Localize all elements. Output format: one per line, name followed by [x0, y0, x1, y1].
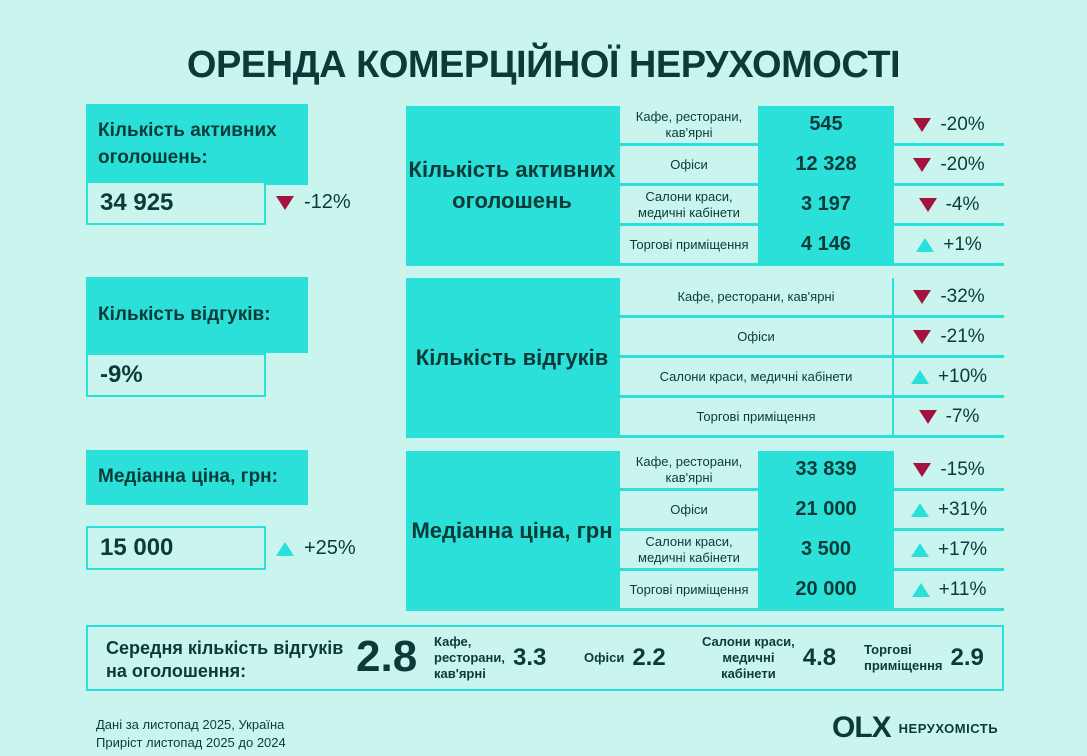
page-title: ОРЕНДА КОМЕРЦІЙНОЇ НЕРУХОМОСТІ: [186, 44, 901, 86]
arrow-down-icon: [913, 157, 932, 172]
table-row: Кафе, ресторани, кав'ярні 545 -20%: [618, 106, 1004, 145]
row-category: Кафе, ресторани, кав'ярні: [620, 278, 892, 315]
row-category: Торгові приміщення: [620, 398, 892, 435]
average-item-retail: Торгові приміщення 2.9: [864, 641, 984, 673]
table-row: Кафе, ресторани, кав'ярні -32%: [618, 278, 1004, 317]
responses-table: Кількість відгуків Кафе, ресторани, кав'…: [406, 278, 1004, 438]
listings-table: Кількість активних оголошень Кафе, ресто…: [406, 106, 1004, 266]
row-value: 545: [760, 106, 892, 143]
row-value: 3 197: [760, 186, 892, 223]
arrow-down-icon: [918, 409, 937, 424]
summary-responses-value: -9%: [86, 353, 266, 397]
row-change: -32%: [894, 278, 1004, 315]
responses-table-title: Кількість відгуків: [415, 344, 609, 370]
arrow-up-icon: [910, 369, 929, 384]
row-change: -20%: [894, 106, 1004, 143]
table-row: Торгові приміщення 20 000 +11%: [618, 571, 1004, 610]
logo-text: НЕРУХОМІСТЬ: [898, 720, 999, 736]
arrow-down-icon: [913, 117, 932, 132]
arrow-up-icon: [911, 582, 930, 597]
row-value: 3 500: [760, 531, 892, 568]
row-value: 33 839: [760, 451, 892, 488]
row-category: Офіси: [620, 318, 892, 355]
average-item-offices: Офіси 2.2: [584, 644, 666, 671]
summary-responses-label: Кількість відгуків:: [86, 277, 308, 353]
table-row: Торгові приміщення -7%: [618, 398, 1004, 437]
row-value: 12 328: [760, 146, 892, 183]
table-row: Офіси -21%: [618, 318, 1004, 357]
price-table: Медіанна ціна, грн Кафе, ресторани, кав'…: [406, 451, 1004, 611]
row-category: Салони краси, медичні кабінети: [620, 358, 892, 395]
row-category: Офіси: [620, 491, 758, 528]
table-row: Салони краси, медичні кабінети +10%: [618, 358, 1004, 397]
summary-price-label: Медіанна ціна, грн:: [86, 450, 308, 505]
row-category: Офіси: [620, 146, 758, 183]
average-value: 2.8: [356, 632, 418, 681]
row-change: +10%: [894, 358, 1004, 395]
average-label: Середня кількість відгуків на оголошення…: [106, 638, 344, 682]
listings-table-title: Кількість активних оголошень: [408, 157, 616, 213]
arrow-up-icon: [910, 502, 929, 517]
arrow-down-icon: [913, 329, 932, 344]
arrow-up-icon: [916, 237, 935, 252]
row-change: +17%: [894, 531, 1004, 568]
row-category: Кафе, ресторани, кав'ярні: [620, 451, 758, 488]
row-value: 20 000: [760, 571, 892, 608]
arrow-down-icon: [276, 195, 294, 210]
row-value: 21 000: [760, 491, 892, 528]
summary-listings-value: 34 925: [86, 181, 266, 225]
summary-price-change: +25%: [276, 537, 356, 560]
arrow-down-icon: [918, 197, 937, 212]
table-row: Офіси 21 000 +31%: [618, 491, 1004, 530]
table-row: Салони краси, медичні кабінети 3 197 -4%: [618, 186, 1004, 225]
average-item-salons: Салони краси, медичні кабінети 4.8: [702, 633, 837, 682]
arrow-down-icon: [913, 289, 932, 304]
row-category: Торгові приміщення: [620, 226, 758, 263]
table-row: Кафе, ресторани, кав'ярні 33 839 -15%: [618, 451, 1004, 490]
olx-logo-icon: OLX: [832, 711, 892, 744]
row-change: -4%: [894, 186, 1004, 223]
footer-note: Дані за листопад 2025, Україна Приріст л…: [96, 717, 286, 750]
table-row: Салони краси, медичні кабінети 3 500 +17…: [618, 531, 1004, 570]
row-category: Салони краси, медичні кабінети: [620, 531, 758, 568]
row-change: +1%: [894, 226, 1004, 263]
arrow-down-icon: [913, 462, 932, 477]
row-category: Кафе, ресторани, кав'ярні: [620, 106, 758, 143]
row-change: -15%: [894, 451, 1004, 488]
row-change: +11%: [894, 571, 1004, 608]
table-row: Офіси 12 328 -20%: [618, 146, 1004, 185]
arrow-up-icon: [910, 542, 929, 557]
row-change: -21%: [894, 318, 1004, 355]
row-value: 4 146: [760, 226, 892, 263]
summary-price-value: 15 000: [86, 526, 266, 570]
row-category: Салони краси, медичні кабінети: [620, 186, 758, 223]
row-change: -7%: [894, 398, 1004, 435]
average-item-cafe: Кафе, ресторани, кав'ярні 3.3: [434, 633, 547, 682]
arrow-up-icon: [276, 541, 294, 556]
summary-listings-change: -12%: [276, 191, 351, 214]
price-table-title: Медіанна ціна, грн: [411, 517, 613, 543]
summary-listings-label: Кількість активних оголошень:: [86, 104, 308, 186]
row-category: Торгові приміщення: [620, 571, 758, 608]
olx-logo: OLX НЕРУХОМІСТЬ: [832, 711, 998, 745]
table-row: Торгові приміщення 4 146 +1%: [618, 226, 1004, 265]
row-change: +31%: [894, 491, 1004, 528]
average-responses-bar: Середня кількість відгуків на оголошення…: [86, 625, 1004, 691]
row-change: -20%: [894, 146, 1004, 183]
